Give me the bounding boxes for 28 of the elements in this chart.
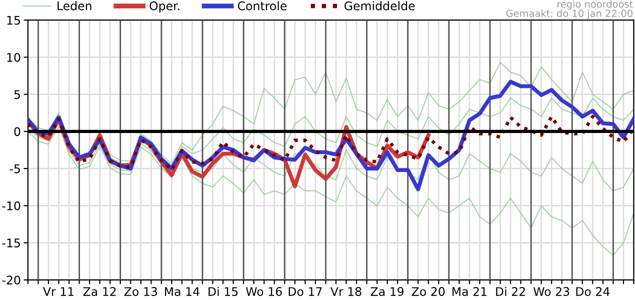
y-tick-label: -5 bbox=[10, 164, 20, 174]
x-tick-label: Za 19 bbox=[370, 287, 404, 296]
x-tick-label: Wo 16 bbox=[246, 287, 282, 296]
x-tick-label: Vr 18 bbox=[330, 287, 362, 296]
y-tick-label: 15 bbox=[7, 16, 20, 25]
legend-label: Controle bbox=[238, 1, 287, 10]
x-tick-label: Wo 23 bbox=[533, 287, 570, 296]
x-tick-label: Za 12 bbox=[83, 287, 116, 296]
x-tick-label: Di 15 bbox=[208, 286, 238, 296]
legend-label: Gemiddelde bbox=[344, 1, 415, 10]
text: Gemaakt: do 10 jan 22:00 bbox=[506, 9, 632, 19]
legend-label: Leden bbox=[58, 1, 92, 10]
x-tick-label: Ma 14 bbox=[165, 287, 200, 296]
x-tick-label: Do 17 bbox=[288, 287, 322, 296]
y-tick-label: 5 bbox=[14, 90, 20, 99]
y-tick-label: 10 bbox=[7, 52, 20, 62]
y-tick-label: -20 bbox=[2, 276, 20, 285]
y-tick-label: 0 bbox=[14, 127, 20, 136]
x-tick-label: Di 22 bbox=[496, 286, 525, 296]
text: regio noordoost bbox=[557, 0, 633, 10]
x-tick-label: Zo 20 bbox=[412, 287, 445, 296]
y-tick-label: -10 bbox=[2, 201, 20, 210]
x-tick-label: Do 24 bbox=[576, 287, 610, 296]
legend-label: Oper. bbox=[150, 1, 180, 13]
x-tick-label: Vr 11 bbox=[42, 287, 74, 296]
y-tick-label: -15 bbox=[2, 238, 20, 248]
x-tick-label: Ma 21 bbox=[452, 287, 486, 296]
x-tick-label: Zo 13 bbox=[124, 287, 157, 296]
